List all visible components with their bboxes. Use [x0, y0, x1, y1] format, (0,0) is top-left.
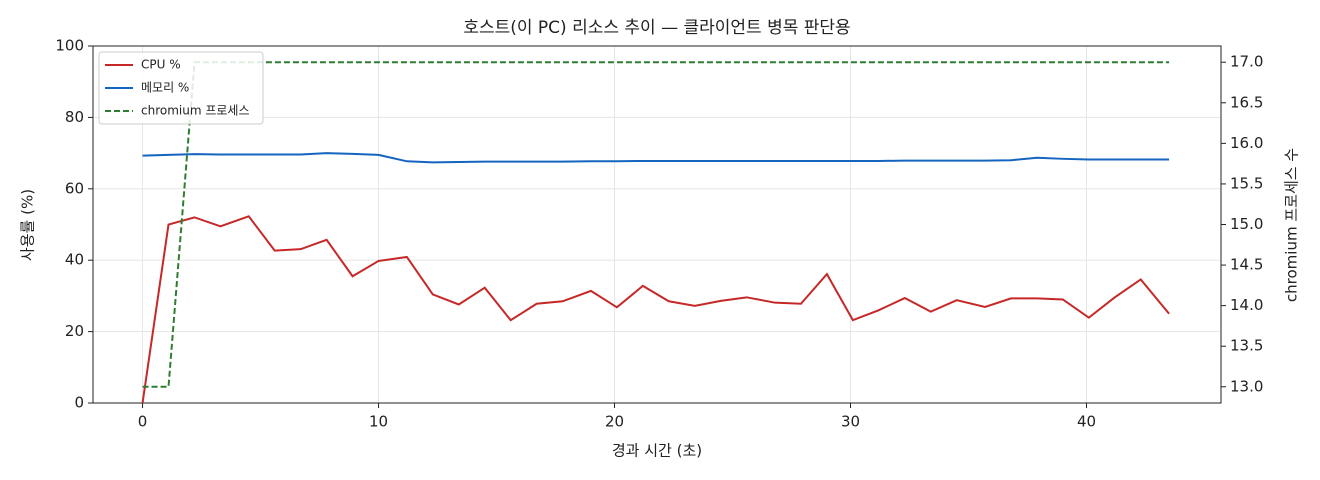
plot-frame	[92, 45, 1222, 404]
y-axis-label: 사용률 (%)	[19, 189, 37, 261]
y-tick-label: 40	[65, 251, 84, 269]
x-tick-label: 40	[1077, 413, 1096, 431]
legend-box	[98, 51, 264, 125]
series-line	[142, 61, 1170, 388]
x-tick-label: 20	[605, 413, 624, 431]
y2-tick-label: 13.0	[1230, 377, 1263, 395]
y2-axis-label: chromium 프로세스 수	[1283, 148, 1301, 302]
chart-title: 호스트(이 PC) 리소스 추이 — 클라이언트 병목 판단용	[463, 18, 850, 38]
y-tick-label: 80	[65, 108, 84, 126]
legend-label: 메모리 %	[141, 81, 189, 95]
y-tick-label: 20	[65, 322, 84, 340]
x-tick-label: 10	[369, 413, 388, 431]
y-tick-label: 60	[65, 179, 84, 197]
legend-label: chromium 프로세스	[141, 104, 250, 118]
y2-tick-label: 13.5	[1230, 337, 1263, 355]
x-tick-label: 30	[841, 413, 860, 431]
series-line	[141, 215, 1170, 404]
y2-tick-label: 14.0	[1230, 296, 1263, 314]
y2-tick-label: 15.5	[1230, 174, 1263, 192]
series-line	[142, 152, 1170, 164]
y2-tick-label: 17.0	[1230, 53, 1263, 71]
y2-tick-label: 16.0	[1230, 134, 1263, 152]
legend-label: CPU %	[141, 58, 181, 72]
x-tick-label: 0	[138, 413, 148, 431]
y2-tick-label: 14.5	[1230, 256, 1263, 274]
y2-tick-label: 16.5	[1230, 93, 1263, 111]
x-axis-label: 경과 시간 (초)	[612, 442, 702, 460]
y-tick-label: 100	[55, 37, 84, 55]
y-tick-label: 0	[74, 394, 84, 412]
y2-tick-label: 15.0	[1230, 215, 1263, 233]
